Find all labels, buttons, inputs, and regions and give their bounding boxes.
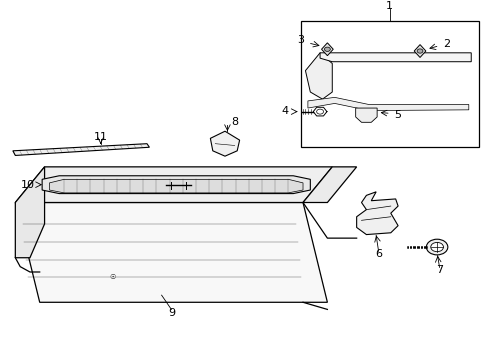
Polygon shape <box>42 176 310 194</box>
Text: 1: 1 <box>385 1 392 12</box>
Polygon shape <box>15 167 331 202</box>
Text: 9: 9 <box>167 308 175 318</box>
Polygon shape <box>210 131 239 156</box>
Text: 8: 8 <box>231 117 238 127</box>
Polygon shape <box>320 53 470 62</box>
Polygon shape <box>321 43 332 56</box>
Text: ☉: ☉ <box>109 274 116 280</box>
Text: 2: 2 <box>443 39 449 49</box>
Polygon shape <box>15 202 327 302</box>
Text: 10: 10 <box>20 180 35 190</box>
Circle shape <box>430 242 443 252</box>
Polygon shape <box>307 97 468 111</box>
Circle shape <box>426 239 447 255</box>
Polygon shape <box>305 53 331 99</box>
Text: 4: 4 <box>281 106 288 116</box>
Polygon shape <box>413 45 425 58</box>
Circle shape <box>324 47 330 51</box>
Polygon shape <box>13 144 149 156</box>
Polygon shape <box>303 167 356 202</box>
Polygon shape <box>355 108 376 122</box>
Polygon shape <box>15 167 44 258</box>
Text: 3: 3 <box>297 35 304 45</box>
Text: 7: 7 <box>435 265 442 275</box>
Text: 11: 11 <box>94 131 107 141</box>
Text: 6: 6 <box>374 249 381 259</box>
Text: 5: 5 <box>394 110 401 120</box>
Bar <box>300 21 478 147</box>
Polygon shape <box>49 179 303 193</box>
Circle shape <box>316 109 323 114</box>
Polygon shape <box>356 192 397 235</box>
Circle shape <box>416 49 422 53</box>
